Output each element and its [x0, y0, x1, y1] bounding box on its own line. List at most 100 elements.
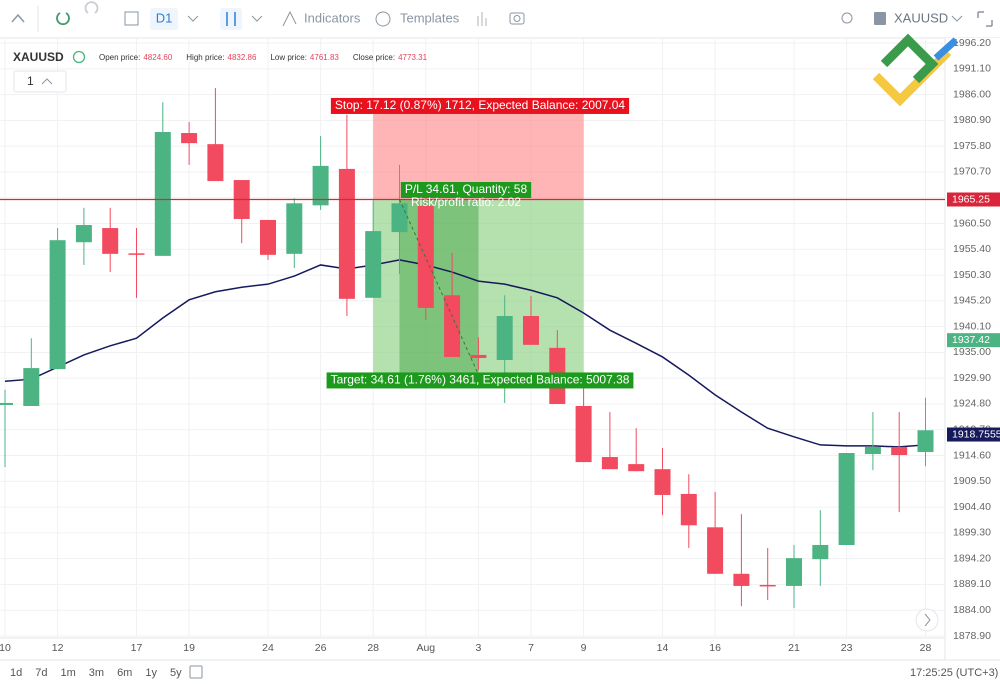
camera-icon[interactable]: [509, 12, 525, 25]
search-icon[interactable]: [841, 12, 853, 24]
candle-body: [601, 457, 618, 470]
plot: 1878.90 1884.00 1889.10 1894.20 1899.30 1904.…: [0, 37, 1000, 660]
candle-body: [338, 168, 355, 299]
calendar-icon[interactable]: [189, 665, 203, 679]
x-tick-label: 3: [475, 642, 481, 654]
range-btn[interactable]: 6m: [117, 667, 132, 679]
clock-icon: [72, 50, 86, 64]
templates-btn[interactable]: Templates: [400, 10, 460, 25]
pane-number: 1: [27, 74, 34, 88]
candle-body: [128, 253, 145, 255]
candle-body: [786, 558, 802, 586]
y-tick-label: 1986.00: [953, 88, 991, 100]
x-tick-label: 24: [262, 642, 274, 654]
field-value: 4824.60: [143, 53, 172, 62]
field-label: Low price:: [270, 53, 306, 62]
range-btn[interactable]: 1d: [10, 667, 22, 679]
chevron: [41, 78, 53, 85]
candle-body: [864, 446, 881, 455]
scroll-btn[interactable]: [915, 608, 939, 632]
y-tick-label: 1955.40: [953, 243, 991, 255]
x-tick-label: 7: [528, 642, 534, 654]
x-tick-label: 26: [315, 642, 327, 654]
x-tick-label: 23: [841, 642, 853, 654]
x-tick-label: 14: [657, 642, 669, 654]
range-btn[interactable]: 1y: [145, 667, 157, 679]
field-label: Close price:: [353, 53, 395, 62]
candle-body: [733, 573, 750, 586]
fullscreen-icon[interactable]: [977, 11, 993, 27]
chevron: [924, 613, 931, 627]
indicators-icon: [282, 10, 297, 27]
header-symbol: XAUUSD: [13, 50, 64, 64]
candle-body: [260, 219, 276, 255]
y-tick-label: 1904.40: [953, 501, 991, 513]
candle-body: [523, 316, 539, 345]
candle-body: [838, 452, 855, 545]
range-btn[interactable]: 3m: [89, 667, 104, 679]
price-tag: [947, 192, 1000, 207]
field-label: High price:: [186, 53, 224, 62]
field-value: 4832.86: [228, 53, 257, 62]
candle-body: [707, 527, 724, 574]
candle-body: [891, 446, 908, 456]
y-tick-label: 1996.20: [953, 37, 991, 49]
chart-header: XAUUSD 1 Open price: 4824.60 High price: 48…: [13, 50, 428, 93]
price-tag-label: 1965.25: [952, 193, 990, 205]
chart-type-btn[interactable]: [220, 8, 242, 30]
bars-icon[interactable]: [477, 12, 487, 26]
price-tag-label: 1918.7555: [952, 428, 1000, 440]
candle-body: [0, 402, 13, 405]
add-icon[interactable]: [124, 11, 139, 26]
candle-body: [154, 132, 171, 256]
range-btn[interactable]: 5y: [170, 667, 182, 679]
y-tick-label: 1924.80: [953, 398, 991, 410]
logo-blue: [933, 37, 959, 61]
y-tick-label: 1878.90: [953, 630, 991, 642]
symbol-icon: [874, 12, 886, 25]
x-tick-label: Aug: [416, 642, 435, 654]
price-tag: [947, 427, 1000, 442]
range-btn[interactable]: 7d: [35, 667, 47, 679]
candle-body: [312, 165, 329, 206]
candle-body: [917, 430, 934, 452]
candle-body: [49, 240, 66, 370]
x-tick-label: 21: [788, 642, 800, 654]
y-tick-label: 1940.10: [953, 320, 991, 332]
timeframe-btn[interactable]: [150, 8, 178, 30]
candle-body: [75, 225, 92, 243]
position-label: Stop: 17.12 (0.87%) 1712, Expected Balan…: [335, 98, 626, 112]
pane-select[interactable]: [13, 70, 67, 93]
redo-icon[interactable]: [84, 1, 99, 14]
collapse-icon[interactable]: [11, 13, 25, 23]
chevron[interactable]: [187, 15, 199, 22]
footer: 17:25:25 (UTC+3) 1d 7d 1m 3m 6m 1y 5y: [10, 665, 998, 679]
y-tick-label: 1991.10: [953, 63, 991, 75]
candle-body: [391, 203, 408, 233]
moving-average: [4, 259, 926, 448]
position-label: Target: 34.61 (1.76%) 3461, Expected Bal…: [331, 373, 630, 387]
undo-icon[interactable]: [56, 12, 70, 26]
field-value: 4773.31: [398, 53, 427, 62]
field-label: Open price:: [99, 53, 140, 62]
chevron[interactable]: [251, 15, 263, 22]
chevron[interactable]: [951, 15, 963, 22]
symbol-btn[interactable]: XAUUSD: [894, 10, 948, 25]
position-label-bg: [326, 372, 634, 389]
range-btn[interactable]: 1m: [61, 667, 76, 679]
price-axis: [945, 38, 1000, 660]
y-tick-label: 1935.00: [953, 346, 991, 358]
logo-green: [880, 33, 939, 84]
candle-body: [365, 231, 382, 298]
y-tick-label: 1889.10: [953, 578, 991, 590]
candle-body: [812, 544, 829, 560]
x-tick-label: 19: [183, 642, 195, 654]
candle-body: [575, 405, 592, 463]
templates-icon: [375, 11, 391, 27]
candle-icon: [226, 12, 236, 26]
candle-body: [23, 368, 40, 406]
y-tick-label: 1945.20: [953, 295, 991, 307]
indicators-btn[interactable]: Indicators: [304, 10, 361, 25]
timeframe: D1: [156, 10, 173, 25]
